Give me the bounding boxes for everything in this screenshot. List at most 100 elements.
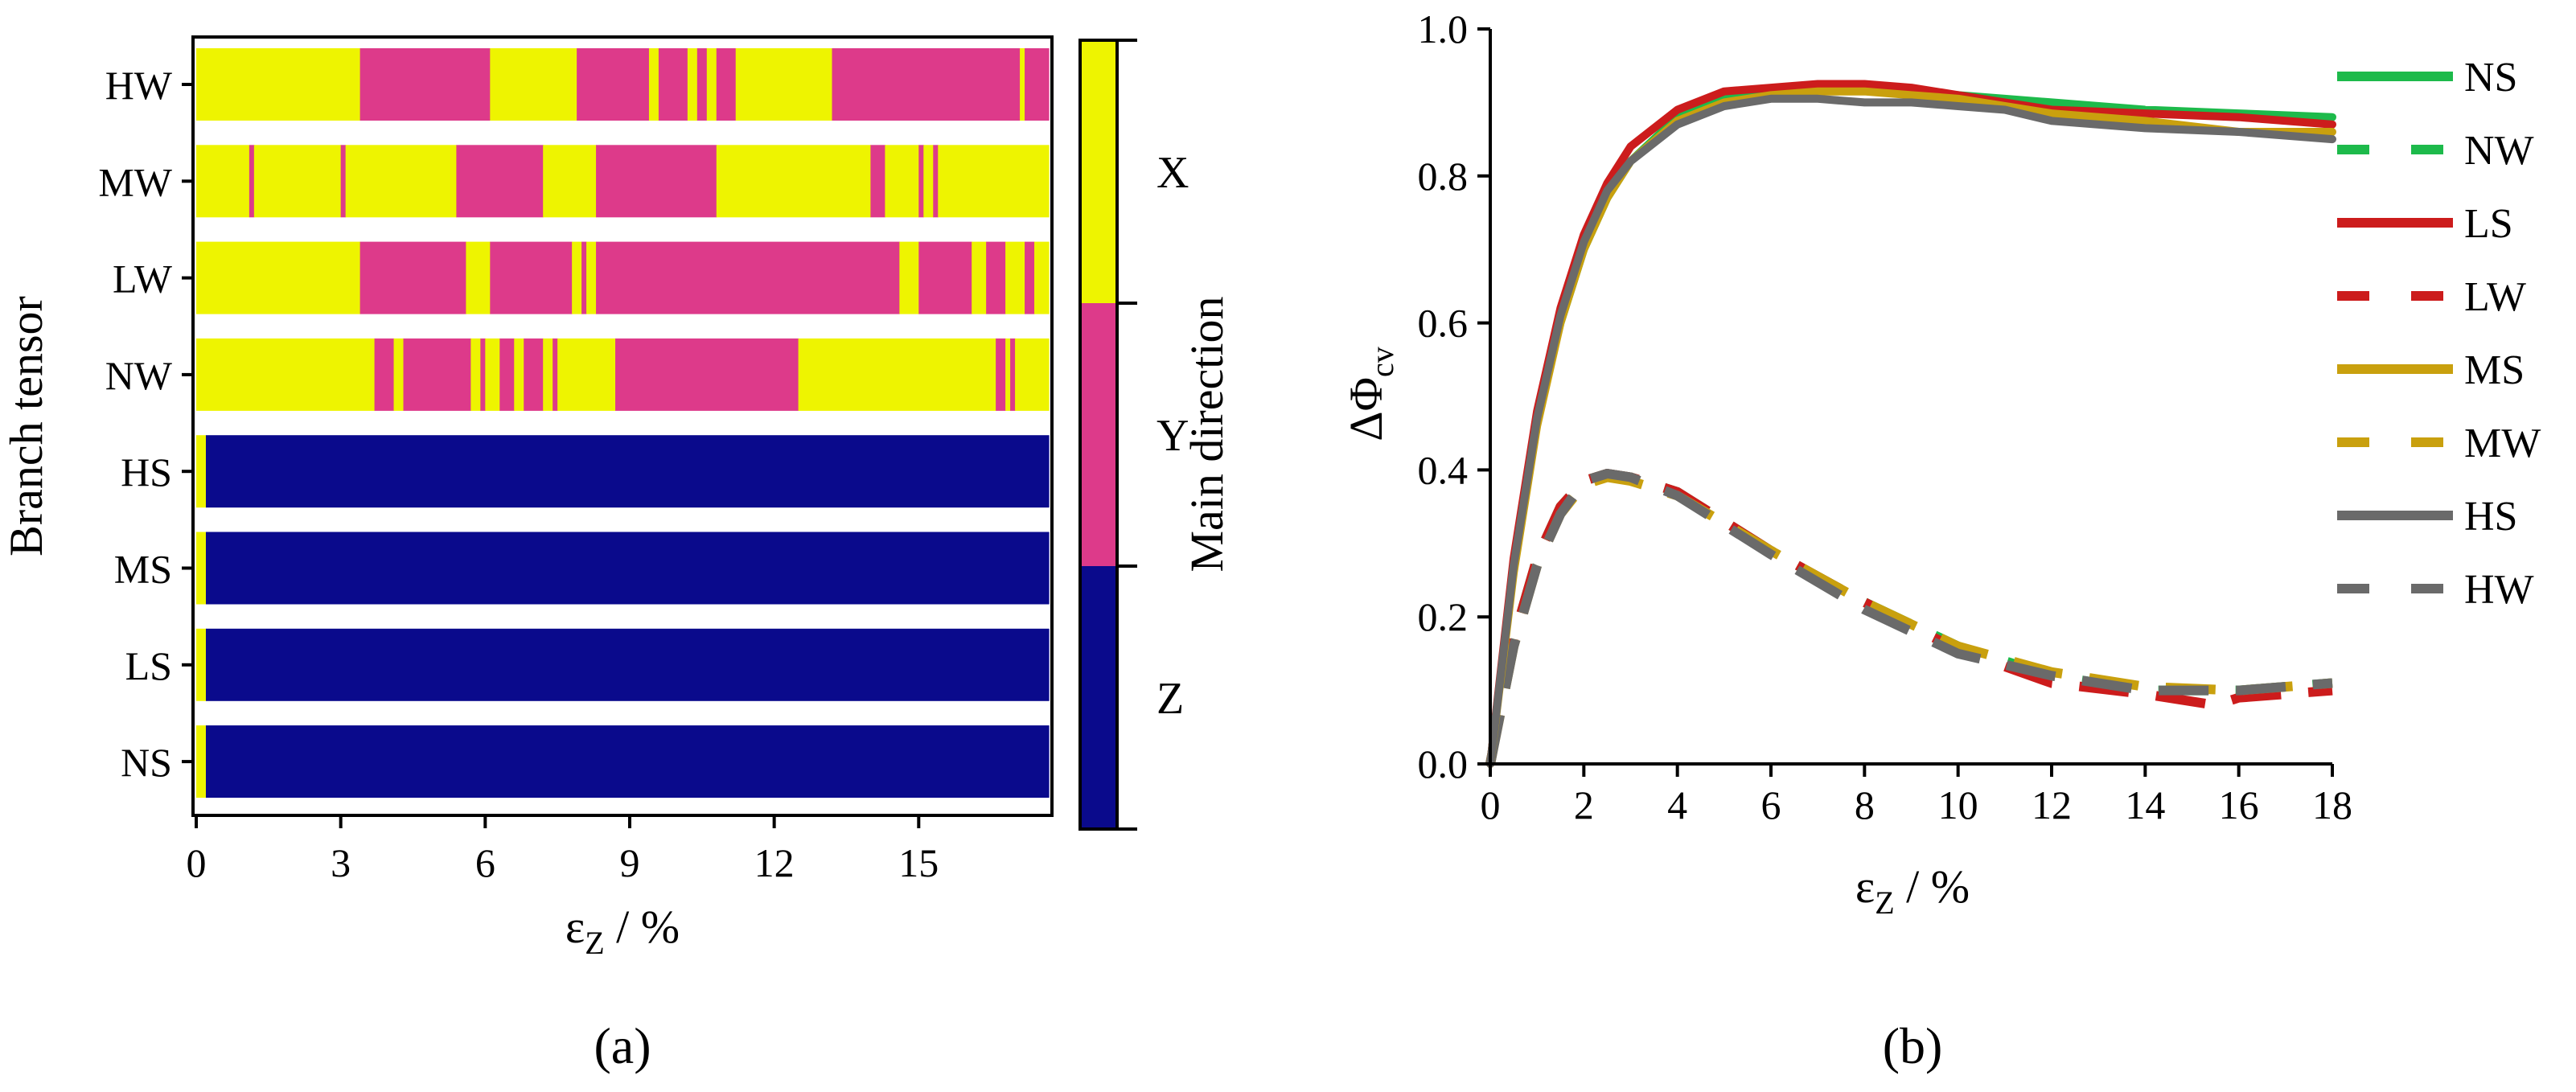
legend-label-lw: LW	[2464, 274, 2526, 320]
bar-segment-mw	[543, 145, 597, 218]
bar-segment-mw	[716, 145, 872, 218]
bar-segment-mw	[249, 145, 255, 218]
bar-segment-lw	[1034, 241, 1050, 314]
bar-segment-hw	[577, 48, 650, 121]
legend-label-hs: HS	[2464, 494, 2517, 540]
bar-segment-nw	[557, 338, 616, 411]
heatmap-frame	[191, 35, 1054, 817]
line-y-ticks: 0.0 0.2 0.4 0.6 0.8 1.0	[1418, 6, 1490, 786]
x-tick-label: 2	[1574, 782, 1594, 827]
x-tick-label: 4	[1667, 782, 1687, 827]
bar-segment-ns	[196, 725, 207, 798]
x-tick-label: 14	[2125, 782, 2165, 827]
x-tick-label: 9	[619, 840, 639, 885]
line-series	[1485, 80, 2336, 768]
bar-segment-lw	[899, 241, 919, 314]
x-tick-label: 0	[187, 840, 207, 885]
bar-segment-nw	[1010, 338, 1016, 411]
y-tick-label: 0.0	[1418, 741, 1469, 786]
colorbar-swatch-y	[1080, 303, 1117, 566]
bar-segment-lw	[466, 241, 491, 314]
legend-label-hw: HW	[2464, 567, 2534, 613]
series-hw	[1485, 469, 2333, 766]
bar-segment-nw	[470, 338, 481, 411]
legend-label-nw: NW	[2464, 128, 2534, 174]
x-tick-label: 12	[2032, 782, 2072, 827]
bar-segment-mw	[938, 145, 1050, 218]
colorbar-label-x: X	[1157, 148, 1189, 198]
bar-segment-mw	[456, 145, 544, 218]
panel-label-a: (a)	[594, 1017, 651, 1074]
colorbar-frame	[1078, 39, 1119, 831]
colorbar-swatch-z	[1080, 566, 1117, 829]
bar-segment-lw	[972, 241, 987, 314]
line-x-ticks: 0 2 4 6 8 10 12 14 16 18	[1481, 764, 2352, 827]
colorbar-label-y: Y	[1157, 411, 1189, 461]
bar-segment-hw	[696, 48, 708, 121]
bar-segment-mw	[870, 145, 885, 218]
bar-segment-nw	[403, 338, 471, 411]
row-label-hw: HW	[105, 63, 173, 108]
heatmap-x-ticks: 0 3 6 9 12 15	[187, 815, 939, 885]
x-tick-label: 3	[331, 840, 351, 885]
bar-segment-hw	[648, 48, 659, 121]
line-xlabel: εZ / %	[1855, 860, 1970, 921]
bar-segment-lw	[1025, 241, 1035, 314]
series-mw	[1485, 472, 2333, 766]
line-axes	[1489, 29, 2332, 766]
bar-segment-lw	[596, 241, 900, 314]
heatmap-row-labels: HW MW LW NW HS MS LS NS	[98, 63, 193, 785]
x-tick-label: 18	[2312, 782, 2352, 827]
bar-segment-lw	[359, 241, 466, 314]
bar-segment-mw	[933, 145, 939, 218]
legend-label-ns: NS	[2464, 55, 2517, 101]
colorbar: X Y Z Main direction	[1078, 39, 1233, 831]
bar-segment-ns	[205, 725, 1050, 798]
bar-segment-hw	[196, 48, 361, 121]
bar-segment-hs	[205, 435, 1050, 508]
series-lw	[1485, 469, 2333, 766]
y-tick-label: 0.6	[1418, 301, 1469, 346]
bar-segment-nw	[499, 338, 515, 411]
row-label-ms: MS	[114, 547, 172, 592]
bar-segment-lw	[581, 241, 587, 314]
series-hs	[1486, 94, 2336, 768]
bar-segment-hw	[658, 48, 688, 121]
panel-a: HW MW LW NW HS MS LS NS 0 3 6 9 12 15 εZ / % Branch …	[0, 35, 1233, 1074]
row-label-lw: LW	[113, 257, 173, 302]
bar-segment-mw	[340, 145, 347, 218]
bar-segment-ls	[196, 628, 207, 701]
bar-segment-lw	[986, 241, 1006, 314]
row-label-ls: LS	[125, 643, 172, 688]
bar-segment-mw	[596, 145, 717, 218]
bar-segment-hw	[1025, 48, 1035, 121]
bar-segment-nw	[196, 338, 376, 411]
x-tick-label: 0	[1481, 782, 1501, 827]
colorbar-label-z: Z	[1157, 674, 1184, 724]
bar-segment-ls	[205, 628, 1050, 701]
bar-segment-hw	[490, 48, 577, 121]
row-label-mw: MW	[98, 159, 172, 204]
bar-segment-lw	[572, 241, 582, 314]
bar-segment-lw	[1005, 241, 1025, 314]
y-tick-label: 0.4	[1418, 447, 1469, 492]
bar-segment-hw	[687, 48, 698, 121]
bar-segment-hw	[1020, 48, 1025, 121]
legend-label-ms: MS	[2464, 347, 2525, 393]
bar-segment-ms	[205, 532, 1050, 605]
bar-segment-mw	[196, 145, 250, 218]
row-label-nw: NW	[105, 353, 173, 398]
bar-segment-nw	[393, 338, 405, 411]
legend: NS NW LS LW MS MW HS HW	[2337, 55, 2541, 613]
x-tick-label: 15	[898, 840, 939, 885]
bar-segment-mw	[918, 145, 924, 218]
bar-segment-nw	[553, 338, 558, 411]
bar-segment-lw	[196, 241, 361, 314]
colorbar-title: Main direction	[1181, 296, 1233, 572]
bar-segment-nw	[485, 338, 500, 411]
line-ylabel: ΔΦcv	[1340, 347, 1400, 441]
bar-segment-mw	[885, 145, 919, 218]
bar-segment-hw	[735, 48, 833, 121]
bar-segment-mw	[345, 145, 457, 218]
